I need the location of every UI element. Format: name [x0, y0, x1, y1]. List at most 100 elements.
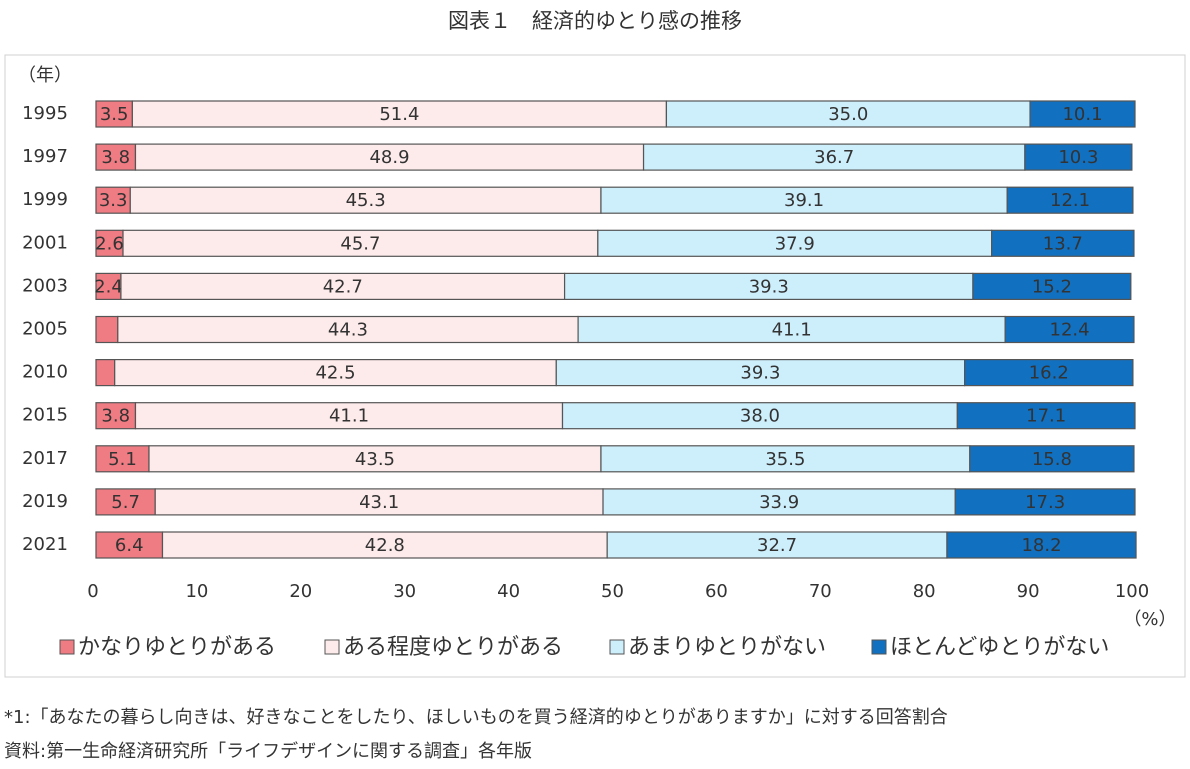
data-label: 41.1: [772, 320, 812, 341]
x-tick-label: 80: [913, 581, 936, 602]
y-tick-label: 2001: [22, 232, 68, 253]
bar-segment: [597, 229, 993, 257]
data-label: 6.4: [115, 535, 144, 556]
y-axis-label: （年）: [18, 65, 72, 86]
data-label: 48.9: [369, 147, 409, 168]
data-label: 17.3: [1025, 492, 1065, 513]
data-label: 42.8: [365, 535, 405, 556]
bar-segment: [964, 359, 1134, 387]
data-label: 2.6: [95, 233, 124, 254]
bar-segment: [95, 229, 124, 257]
bar-segment: [561, 402, 958, 430]
bar-segment: [1029, 100, 1136, 128]
bar-segment: [1024, 143, 1133, 171]
data-label: 32.7: [757, 535, 797, 556]
data-label: 5.1: [108, 449, 137, 470]
legend-marker: [59, 639, 75, 655]
data-label: 16.2: [1029, 363, 1069, 384]
note: *1:「あなたの暮らし向きは、好きなことをしたり、ほしいものを買う経済的ゆとりが…: [4, 707, 948, 728]
bar-segment: [95, 445, 150, 473]
data-label: 3.5: [100, 104, 129, 125]
data-label: 33.9: [759, 492, 799, 513]
bar-segment: [131, 100, 668, 128]
data-label: 17.1: [1026, 406, 1066, 427]
bar-segment: [114, 359, 557, 387]
legend-marker: [871, 639, 887, 655]
y-tick-label: 1995: [22, 103, 68, 124]
data-label: 42.7: [323, 276, 363, 297]
bar-segment: [122, 229, 599, 257]
note: 資料:第一生命経済研究所「ライフデザインに関する調査」各年版: [4, 741, 532, 762]
legend-label: ほとんどゆとりがない: [890, 635, 1109, 660]
data-label: 35.5: [765, 449, 805, 470]
bar-segment: [642, 143, 1026, 171]
bar-segment: [95, 272, 122, 300]
bar-segment: [95, 315, 119, 344]
data-label: 36.7: [814, 147, 854, 168]
bar-segment: [117, 315, 579, 344]
bar-segment: [134, 402, 564, 430]
data-label: 45.7: [340, 233, 380, 254]
data-label: 10.1: [1062, 104, 1102, 125]
data-label: 10.3: [1058, 147, 1098, 168]
data-label: 3.3: [99, 190, 128, 211]
data-label: 38.0: [740, 406, 780, 427]
bar-segment: [95, 186, 131, 214]
x-tick-label: 100: [1115, 581, 1149, 602]
legend-label: ある程度ゆとりがある: [343, 635, 563, 660]
x-tick-label: 30: [393, 581, 416, 602]
bar-segment: [555, 359, 966, 387]
bar-segment: [1006, 186, 1134, 214]
data-label: 15.2: [1032, 276, 1072, 297]
bar-segment: [95, 143, 137, 171]
y-tick-label: 2019: [22, 491, 68, 512]
bar-segment: [972, 272, 1132, 300]
x-axis-label: （%）: [1123, 609, 1176, 630]
bar-segment: [954, 488, 1136, 516]
x-tick-label: 10: [185, 581, 208, 602]
bar-segment: [95, 402, 137, 430]
data-label: 51.4: [379, 104, 419, 125]
data-label: 15.8: [1032, 449, 1072, 470]
y-tick-label: 2010: [22, 362, 68, 383]
y-tick-label: 1997: [22, 146, 68, 167]
data-label: 5.7: [111, 492, 140, 513]
bar-segment: [606, 531, 948, 559]
data-label: 13.7: [1043, 233, 1083, 254]
legend-marker: [324, 639, 340, 655]
y-tick-label: 1999: [22, 189, 68, 210]
data-label: 37.9: [775, 233, 815, 254]
bar-segment: [120, 272, 566, 300]
data-label: 44.3: [328, 320, 368, 341]
bar-segment: [600, 186, 1008, 214]
data-label: 2.4: [94, 276, 123, 297]
legend-label: あまりゆとりがない: [628, 635, 826, 660]
x-tick-label: 50: [601, 581, 624, 602]
data-label: 39.3: [749, 276, 789, 297]
bar-segment: [600, 445, 971, 473]
data-label: 3.8: [101, 406, 130, 427]
data-label: 42.5: [315, 363, 355, 384]
y-tick-label: 2015: [22, 405, 68, 426]
data-label: 43.1: [359, 492, 399, 513]
data-label: 45.3: [346, 190, 386, 211]
bar-segment: [129, 186, 602, 214]
x-tick-label: 60: [705, 581, 728, 602]
bar-segment: [563, 272, 974, 300]
chart-frame: [4, 54, 1186, 678]
x-tick-label: 20: [289, 581, 312, 602]
data-label: 41.1: [329, 406, 369, 427]
bar-segment: [602, 488, 956, 516]
data-label: 12.4: [1050, 320, 1090, 341]
data-label: 35.0: [828, 104, 868, 125]
bar-segment: [969, 445, 1135, 473]
bar-segment: [95, 488, 156, 516]
x-tick-label: 0: [87, 581, 98, 602]
bar-segment: [134, 143, 645, 171]
data-label: 18.2: [1021, 535, 1061, 556]
x-tick-label: 40: [497, 581, 520, 602]
y-tick-label: 2017: [22, 448, 68, 469]
y-tick-label: 2003: [22, 275, 68, 296]
